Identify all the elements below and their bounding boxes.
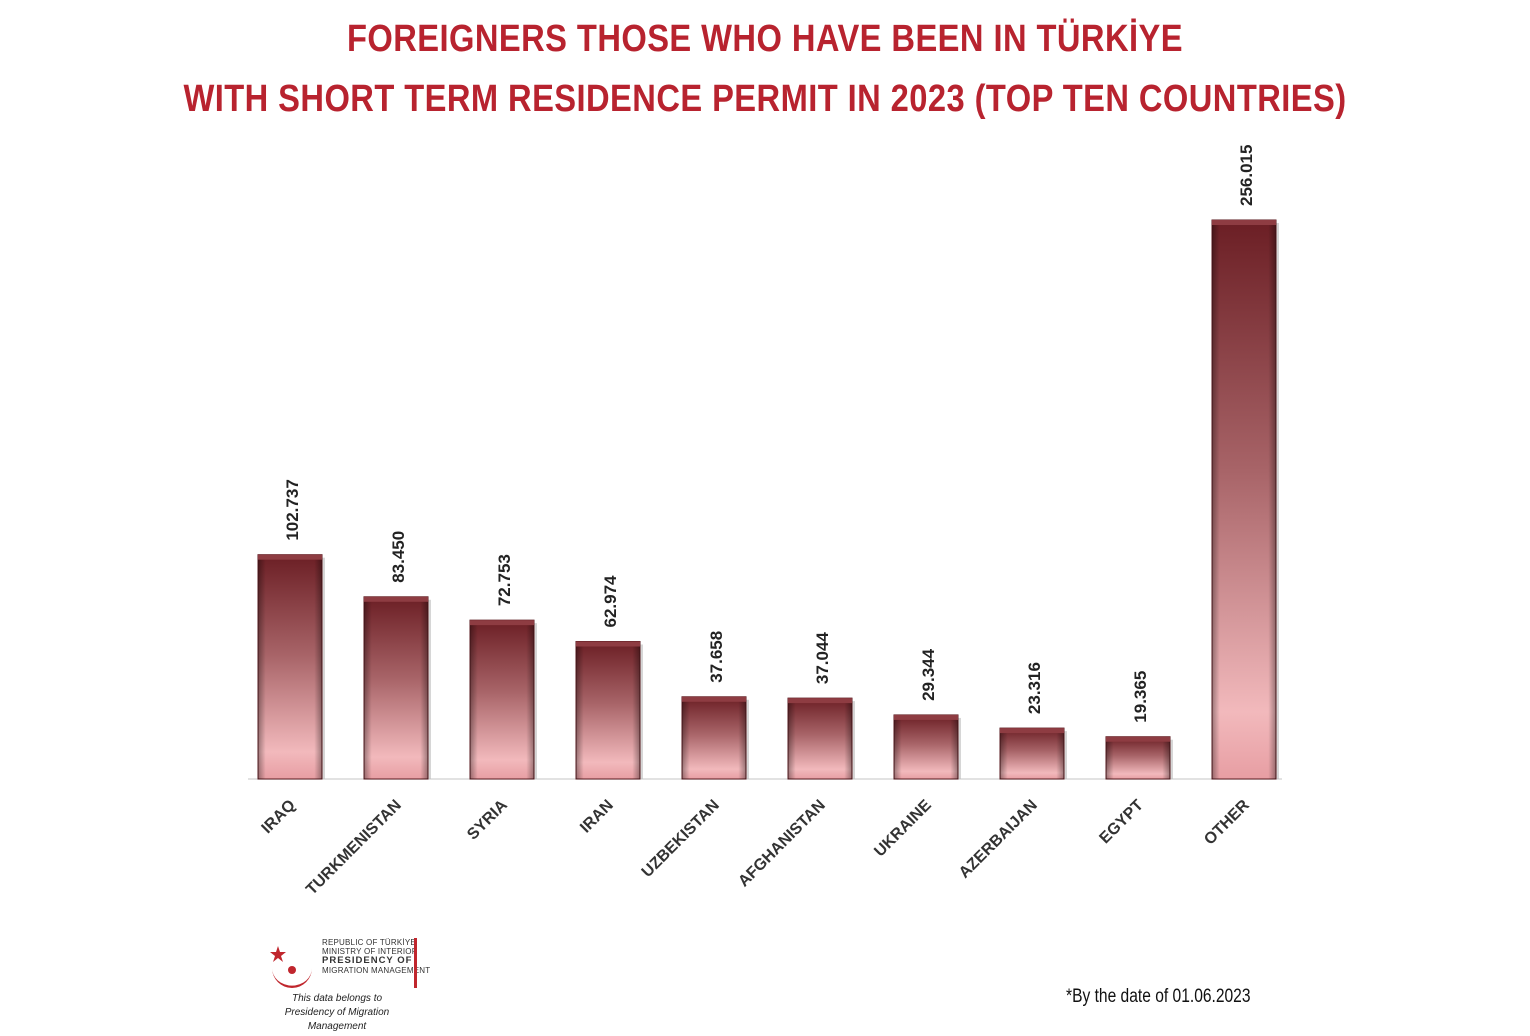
bar-cap (576, 641, 640, 647)
bar-shading (258, 554, 322, 779)
bar-cap (470, 620, 534, 626)
bar-cap (894, 714, 958, 720)
data-label: 37.044 (813, 632, 832, 685)
chart-title-line-1: FOREIGNERS THOSE WHO HAVE BEEN IN TÜRKİY… (347, 18, 1183, 60)
bar-shading (364, 596, 428, 779)
data-label: 37.658 (707, 631, 726, 683)
data-label: 29.344 (919, 648, 938, 701)
logo-line-1: REPUBLIC OF TÜRKİYE (322, 938, 416, 947)
bar-shading (1106, 736, 1170, 779)
x-tick-label: EGYPT (1096, 797, 1147, 848)
bar-shading (1212, 220, 1276, 779)
x-tick-label: TURKMENISTAN (303, 797, 405, 899)
bar-cap (788, 698, 852, 704)
bar-cap (1212, 220, 1276, 225)
logo-divider (414, 938, 417, 988)
x-tick-label: UZBEKISTAN (639, 797, 723, 881)
x-tick-label: UKRAINE (871, 797, 935, 861)
data-label: 19.365 (1131, 671, 1150, 723)
x-tick-label: AFGHANISTAN (735, 797, 829, 891)
ownership-note-line-1: This data belongs to (291, 993, 383, 1004)
bar-shading (894, 714, 958, 779)
x-tick-label: IRAN (577, 797, 617, 837)
bar-cap (682, 696, 746, 702)
x-tick-label: SYRIA (464, 796, 511, 843)
bar-cap (258, 554, 322, 560)
x-tick-label: OTHER (1201, 796, 1253, 848)
data-label: 83.450 (389, 531, 408, 583)
bar-shading (470, 620, 534, 779)
bar-shading (1000, 728, 1064, 779)
crescent-star-icon (270, 946, 312, 988)
logo-line-4: MIGRATION MANAGEMENT (322, 966, 431, 975)
data-label: 102.737 (283, 479, 302, 540)
logo-line-2: MINISTRY OF INTERIOR (322, 947, 418, 956)
data-label: 72.753 (495, 554, 514, 606)
x-tick-label: AZERBAIJAN (956, 797, 1041, 882)
bar-shading (682, 696, 746, 779)
data-label: 62.974 (601, 575, 620, 628)
bar-cap (1106, 736, 1170, 742)
logo-line-3: PRESIDENCY OF (322, 955, 413, 966)
bar-cap (364, 596, 428, 602)
ownership-note-line-2: Presidency of Migration Management (284, 1007, 390, 1032)
chart-title-line-2: WITH SHORT TERM RESIDENCE PERMIT IN 2023… (183, 78, 1347, 120)
ownership-note: This data belongs to Presidency of Migra… (262, 992, 412, 1034)
data-label: 256.015 (1237, 145, 1256, 206)
bar-shading (788, 698, 852, 779)
date-note: *By the date of 01.06.2023 (1066, 986, 1251, 1007)
ministry-logo: REPUBLIC OF TÜRKİYE MINISTRY OF INTERIOR… (262, 934, 462, 1032)
data-label: 23.316 (1025, 662, 1044, 714)
x-tick-label: IRAQ (259, 797, 299, 837)
bar-shading (576, 641, 640, 779)
bar-cap (1000, 728, 1064, 734)
